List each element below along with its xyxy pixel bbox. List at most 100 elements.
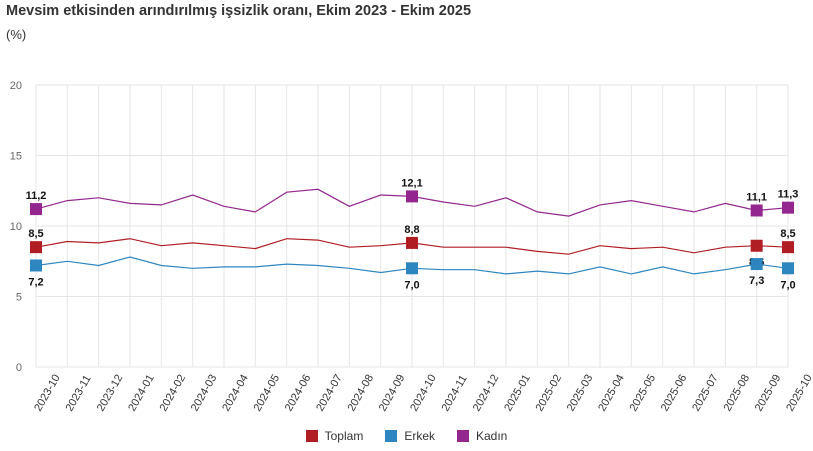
data-point xyxy=(661,265,665,269)
x-tick-label: 2024-05 xyxy=(252,373,283,414)
x-tick-label: 2024-02 xyxy=(158,373,189,414)
data-point xyxy=(316,238,320,242)
data-point xyxy=(692,251,696,255)
x-tick-label: 2024-07 xyxy=(314,373,345,414)
data-point xyxy=(723,201,727,205)
data-marker xyxy=(30,259,42,272)
data-label: 7,2 xyxy=(28,276,43,288)
data-point xyxy=(441,268,445,272)
y-tick-label: 0 xyxy=(16,362,22,374)
data-point xyxy=(379,271,383,275)
data-point xyxy=(128,255,132,259)
data-point xyxy=(723,245,727,249)
data-point xyxy=(598,244,602,248)
data-marker xyxy=(750,258,763,271)
legend-label-erkek: Erkek xyxy=(404,429,435,443)
data-marker xyxy=(30,241,42,254)
legend-item-kadin[interactable]: Kadın xyxy=(457,429,507,443)
data-point xyxy=(97,241,101,245)
data-marker xyxy=(406,236,418,249)
legend: Toplam Erkek Kadın xyxy=(0,429,813,443)
data-label: 7,3 xyxy=(749,275,764,287)
data-point xyxy=(661,245,665,249)
y-tick-label: 15 xyxy=(10,151,22,163)
data-point xyxy=(191,266,195,270)
x-tick-label: 2024-09 xyxy=(377,373,408,414)
data-point xyxy=(253,265,257,269)
data-point xyxy=(222,265,226,269)
data-marker xyxy=(406,190,418,203)
data-point xyxy=(629,272,633,276)
legend-label-kadin: Kadın xyxy=(476,429,508,443)
data-marker xyxy=(782,241,794,254)
data-label: 8,5 xyxy=(780,228,795,240)
data-point xyxy=(567,214,571,218)
data-point xyxy=(97,263,101,267)
x-tick-label: 2025-10 xyxy=(784,373,813,414)
y-tick-label: 5 xyxy=(16,292,22,304)
data-marker xyxy=(30,203,42,216)
x-tick-label: 2025-09 xyxy=(753,373,784,414)
data-point xyxy=(661,204,665,208)
data-marker xyxy=(750,239,763,252)
data-point xyxy=(567,272,571,276)
x-tick-label: 2024-06 xyxy=(283,373,314,414)
x-tick-label: 2024-04 xyxy=(220,373,251,414)
legend-item-toplam[interactable]: Toplam xyxy=(305,429,364,443)
data-point xyxy=(222,244,226,248)
data-point xyxy=(692,210,696,214)
x-tick-label: 2025-05 xyxy=(628,373,659,414)
data-point xyxy=(316,263,320,267)
data-point xyxy=(253,247,257,251)
data-label: 11,3 xyxy=(778,189,799,201)
data-point xyxy=(159,263,163,267)
data-label: 8,8 xyxy=(404,224,419,236)
x-tick-label: 2024-12 xyxy=(471,373,502,414)
data-point xyxy=(629,199,633,203)
data-point xyxy=(504,196,508,200)
y-tick-label: 10 xyxy=(10,221,22,233)
data-marker xyxy=(750,204,763,217)
data-point xyxy=(473,268,477,272)
x-tick-label: 2023-10 xyxy=(32,373,63,414)
data-point xyxy=(159,203,163,207)
legend-label-toplam: Toplam xyxy=(324,429,364,443)
y-unit-label: (%) xyxy=(6,27,27,42)
x-tick-label: 2025-04 xyxy=(596,373,627,414)
x-tick-label: 2025-06 xyxy=(659,373,690,414)
x-tick-label: 2024-01 xyxy=(126,373,157,414)
data-marker xyxy=(782,201,794,214)
data-label: 11,1 xyxy=(746,191,767,203)
x-tick-label: 2023-11 xyxy=(64,373,94,413)
legend-item-erkek[interactable]: Erkek xyxy=(385,429,435,443)
legend-swatch-erkek xyxy=(385,430,398,442)
data-point xyxy=(692,272,696,276)
data-point xyxy=(65,199,69,203)
data-marker xyxy=(782,262,794,275)
data-point xyxy=(191,241,195,245)
legend-swatch-kadin xyxy=(457,430,469,442)
legend-swatch-toplam xyxy=(305,430,318,442)
x-tick-label: 2025-08 xyxy=(722,373,753,414)
data-point xyxy=(347,245,351,249)
x-tick-label: 2024-11 xyxy=(440,373,470,413)
data-point xyxy=(128,201,132,205)
data-label: 8,5 xyxy=(28,228,43,240)
data-point xyxy=(723,268,727,272)
data-point xyxy=(285,190,289,194)
data-point xyxy=(379,193,383,197)
x-tick-label: 2025-03 xyxy=(565,373,596,414)
data-point xyxy=(347,204,351,208)
y-tick-label: 20 xyxy=(10,80,22,92)
data-point xyxy=(65,240,69,244)
data-point xyxy=(191,193,195,197)
data-point xyxy=(347,266,351,270)
x-tick-label: 2025-01 xyxy=(502,373,533,414)
data-point xyxy=(598,203,602,207)
data-point xyxy=(504,272,508,276)
x-tick-label: 2025-07 xyxy=(690,373,721,414)
data-point xyxy=(222,204,226,208)
data-point xyxy=(567,252,571,256)
data-point xyxy=(535,249,539,253)
